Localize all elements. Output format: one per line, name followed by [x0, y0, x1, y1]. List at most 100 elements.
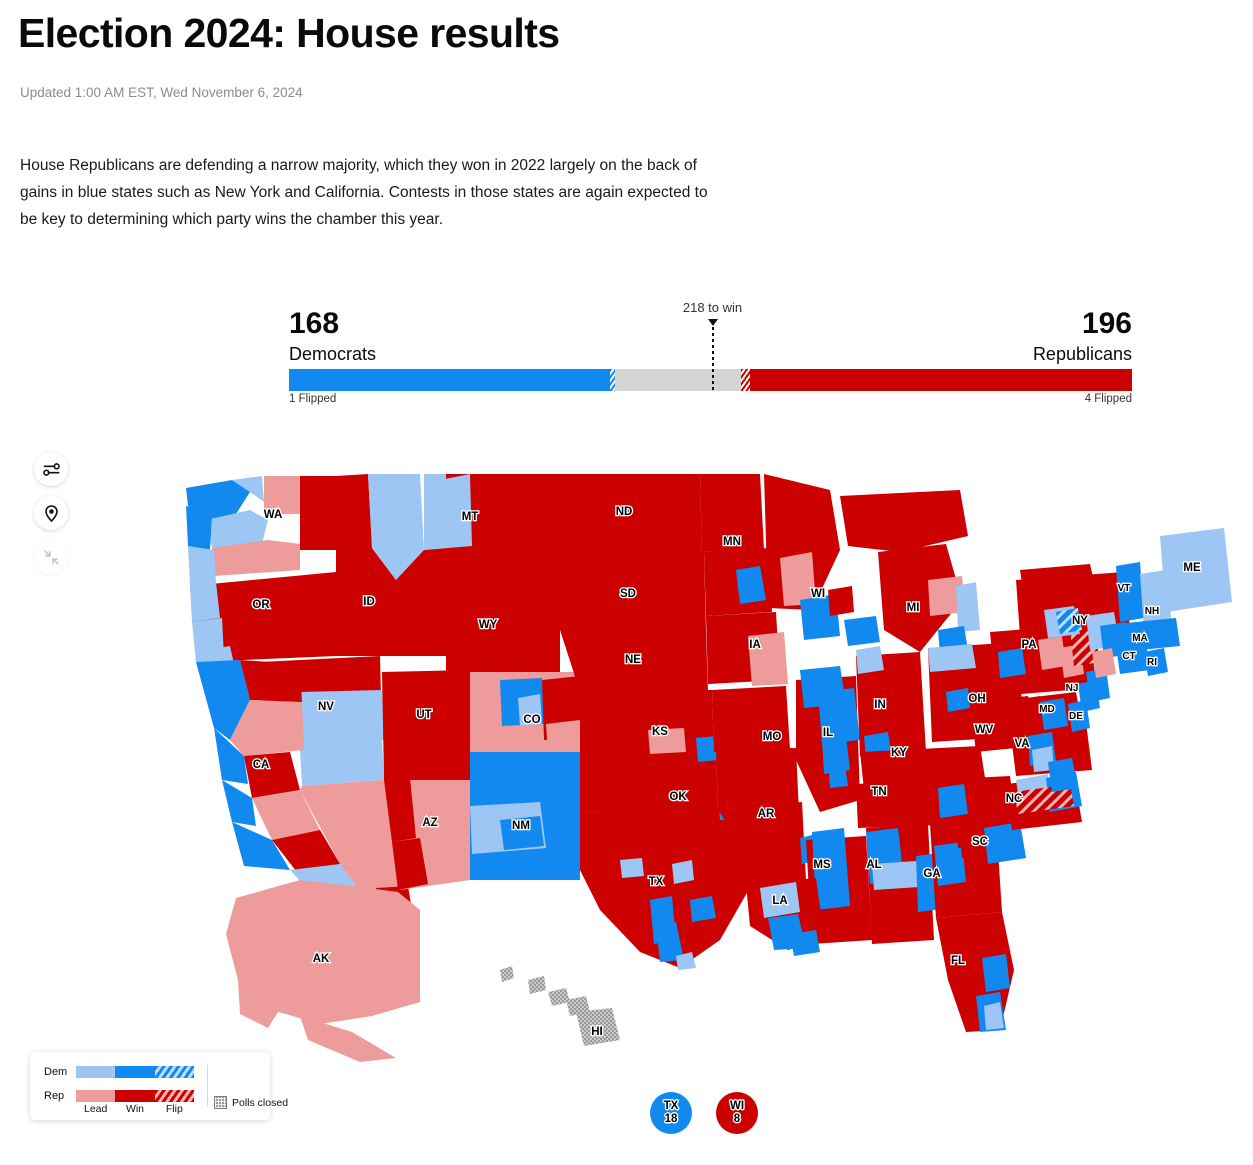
collapse-arrows-icon	[43, 549, 59, 565]
legend-party-dem: Dem	[44, 1066, 68, 1078]
state-label-ks: KS	[652, 726, 668, 738]
republican-side: 196 Republicans	[732, 300, 1132, 370]
state-label-wi: WI	[811, 588, 825, 600]
map-locate-button[interactable]	[34, 496, 68, 530]
republican-seat-segment	[750, 369, 1132, 391]
state-label-sc: SC	[972, 836, 988, 848]
state-label-wy: WY	[479, 619, 498, 631]
legend-scale-lead: Lead	[83, 1103, 108, 1115]
map-zoom-reset-button[interactable]	[34, 540, 68, 574]
majority-threshold-marker: 218 to win	[683, 300, 742, 391]
state-label-tx: TX	[649, 876, 664, 888]
state-label-md: MD	[1039, 704, 1055, 715]
legend-row-dem: Dem	[44, 1065, 194, 1079]
threshold-arrow-icon	[707, 319, 718, 326]
state-label-id: ID	[363, 596, 375, 608]
state-label-hi: HI	[591, 1026, 603, 1038]
legend-swatch-dem-flip	[154, 1066, 194, 1078]
state-label-ky: KY	[891, 747, 907, 759]
state-label-tn: TN	[871, 786, 886, 798]
legend-swatch-rep-win	[115, 1090, 155, 1102]
standfirst-text: House Republicans are defending a narrow…	[20, 157, 708, 228]
map-svg: WA OR ID MT ND SD NE WY NV UT CO CA AZ NM KS OK TX MN IA MO…	[186, 474, 1232, 1062]
democrat-flip-segment	[610, 369, 615, 391]
democrat-flipped-note: 1 Flipped	[289, 393, 337, 405]
republican-flip-segment	[741, 369, 750, 391]
state-label-ca: CA	[253, 759, 270, 771]
page-title: Election 2024: House results	[18, 10, 560, 56]
state-label-sd: SD	[620, 588, 636, 600]
state-label-ga: GA	[923, 868, 940, 880]
state-label-ms: MS	[813, 859, 831, 871]
map-regions	[186, 474, 1232, 1062]
state-label-la: LA	[772, 895, 787, 907]
state-label-ma: MA	[1132, 633, 1148, 644]
state-label-nm: NM	[512, 820, 530, 832]
state-label-de: DE	[1069, 711, 1083, 722]
legend-ramp-dem	[76, 1066, 194, 1078]
state-label-me: ME	[1183, 562, 1201, 574]
state-label-wa: WA	[264, 509, 283, 521]
seat-balance-bar: 168 Democrats 196 Republicans 218 to win…	[289, 300, 1132, 415]
state-label-al: AL	[866, 859, 881, 871]
updated-timestamp: Updated 1:00 AM EST, Wed November 6, 202…	[20, 85, 303, 100]
state-label-or: OR	[252, 599, 270, 611]
state-label-wv: WV	[975, 724, 994, 736]
polls-closed-label: Polls closed	[232, 1096, 289, 1109]
state-label-ar: AR	[758, 808, 775, 820]
legend-scale-labels: Lead Win Flip	[76, 1103, 194, 1115]
state-label-in: IN	[874, 699, 886, 711]
legend-ramp-rep	[76, 1090, 194, 1102]
democrat-seat-count: 168	[289, 307, 340, 340]
map-legend: Dem Rep Lead Win Flip Polls closed	[30, 1052, 288, 1120]
state-label-az: AZ	[422, 817, 437, 829]
polls-closed-swatch-icon	[214, 1096, 227, 1109]
state-label-ok: OK	[669, 791, 687, 803]
legend-swatch-dem-lead	[76, 1066, 116, 1078]
majority-threshold-label: 218 to win	[682, 300, 743, 315]
republican-party-label: Republicans	[1032, 344, 1132, 364]
legend-row-rep: Rep	[44, 1089, 194, 1103]
state-label-nd: ND	[616, 506, 633, 518]
threshold-dotted-line	[712, 327, 714, 391]
state-label-pa: PA	[1021, 639, 1036, 651]
state-label-mn: MN	[723, 536, 741, 548]
race-bubble-state: WI	[729, 1100, 745, 1112]
state-label-fl: FL	[951, 955, 965, 967]
state-label-nh: NH	[1145, 606, 1159, 617]
race-bubble-state: TX	[663, 1100, 679, 1112]
legend-swatch-rep-flip	[154, 1090, 194, 1102]
state-label-co: CO	[523, 714, 540, 726]
legend-polls-closed: Polls closed	[214, 1096, 288, 1109]
state-label-oh: OH	[968, 693, 985, 705]
race-bubble-wi-8[interactable]: WI 8	[716, 1092, 758, 1134]
state-label-group: WA OR ID MT ND SD NE WY NV UT CO CA AZ NM KS OK TX MN IA MO…	[251, 505, 1202, 1040]
sliders-icon	[42, 462, 60, 476]
republican-seat-count: 196	[1081, 307, 1132, 340]
state-label-nv: NV	[318, 701, 334, 713]
state-label-nc: NC	[1006, 793, 1023, 805]
legend-swatch-rep-lead	[76, 1090, 116, 1102]
race-bubble-district: 8	[733, 1113, 741, 1125]
state-label-ak: AK	[313, 953, 330, 965]
legend-swatch-dem-win	[115, 1066, 155, 1078]
state-label-ne: NE	[625, 654, 641, 666]
us-house-district-map[interactable]: WA OR ID MT ND SD NE WY NV UT CO CA AZ NM KS OK TX MN IA MO…	[0, 440, 1253, 1080]
legend-scale-win: Win	[125, 1103, 145, 1115]
state-label-il: IL	[823, 727, 833, 739]
state-label-va: VA	[1014, 738, 1029, 750]
democrat-side: 168 Democrats	[289, 300, 689, 370]
democrat-party-label: Democrats	[289, 344, 377, 364]
location-pin-icon	[44, 504, 58, 522]
race-bubble-tx-18[interactable]: TX 18	[650, 1092, 692, 1134]
seat-bar-track	[289, 369, 1132, 391]
republican-flipped-note: 4 Flipped	[1084, 393, 1132, 405]
map-settings-button[interactable]	[34, 452, 68, 486]
state-label-nj: NJ	[1066, 683, 1079, 694]
state-label-mt: MT	[462, 511, 479, 523]
state-label-mo: MO	[763, 731, 782, 743]
race-bubble-district: 18	[664, 1113, 678, 1125]
state-label-ct: CT	[1122, 651, 1135, 662]
democrat-seat-segment	[289, 369, 610, 391]
legend-party-rep: Rep	[44, 1090, 65, 1102]
